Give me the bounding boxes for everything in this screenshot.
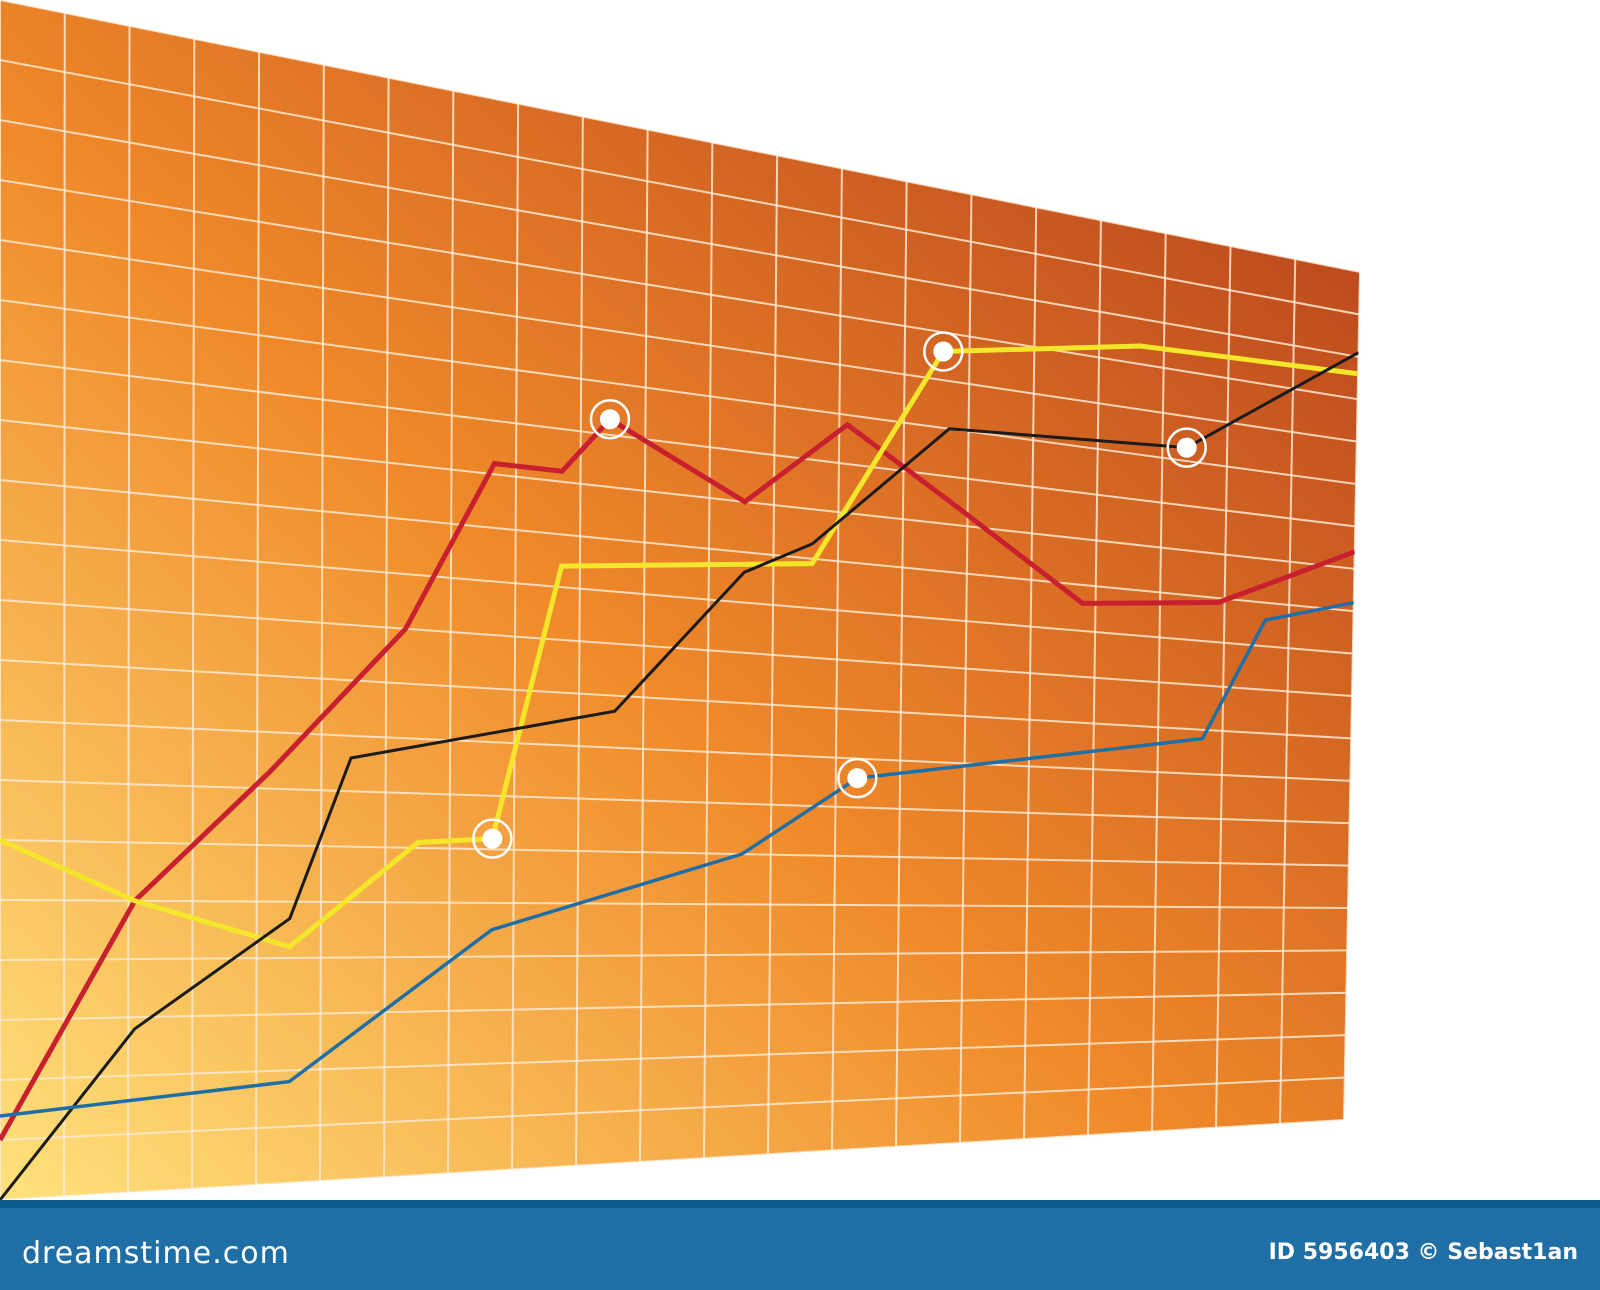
series-line-2 <box>0 343 1359 950</box>
grid-line-horizontal <box>0 411 1360 578</box>
series-markers <box>472 331 1207 859</box>
plot-background <box>0 0 1360 1200</box>
grid-line-horizontal <box>0 715 1360 785</box>
grid-line-horizontal <box>0 1031 1360 1084</box>
data-point-marker <box>589 399 631 440</box>
grid-line-horizontal <box>0 594 1360 702</box>
grid-line-horizontal <box>0 655 1360 744</box>
grid-line-horizontal <box>0 776 1360 827</box>
grid-line-horizontal <box>0 948 1360 962</box>
grid-line-horizontal <box>0 990 1360 1023</box>
grid-line-horizontal <box>0 168 1360 412</box>
grid-line-horizontal <box>0 228 1360 453</box>
grid-line-horizontal <box>0 0 1360 287</box>
data-point-marker <box>1166 427 1207 468</box>
data-point-marker <box>472 818 513 859</box>
grid-line-horizontal <box>0 837 1360 868</box>
chart <box>0 0 1360 1200</box>
site-name: dreamstime.com <box>22 1236 290 1271</box>
grid-line-horizontal <box>0 289 1360 495</box>
grid-line-horizontal <box>0 107 1360 370</box>
data-point-marker <box>923 331 964 372</box>
image-credit: ID 5956403 © Sebast1an <box>1268 1240 1578 1265</box>
grid-line-horizontal <box>0 350 1360 536</box>
grid-line-horizontal <box>0 898 1360 910</box>
grid-line-horizontal <box>0 533 1360 661</box>
data-point-marker <box>837 757 878 799</box>
grid-line-horizontal <box>0 46 1360 329</box>
grid-line-horizontal <box>0 472 1360 619</box>
grid <box>0 0 1360 1200</box>
series-line-3 <box>0 351 1360 1200</box>
footer-bar: dreamstime.com ID 5956403 © Sebast1an <box>0 1200 1600 1290</box>
grid-line-horizontal <box>0 1073 1360 1145</box>
grid-line-vertical <box>62 0 66 1200</box>
series-line-4 <box>0 601 1355 1118</box>
